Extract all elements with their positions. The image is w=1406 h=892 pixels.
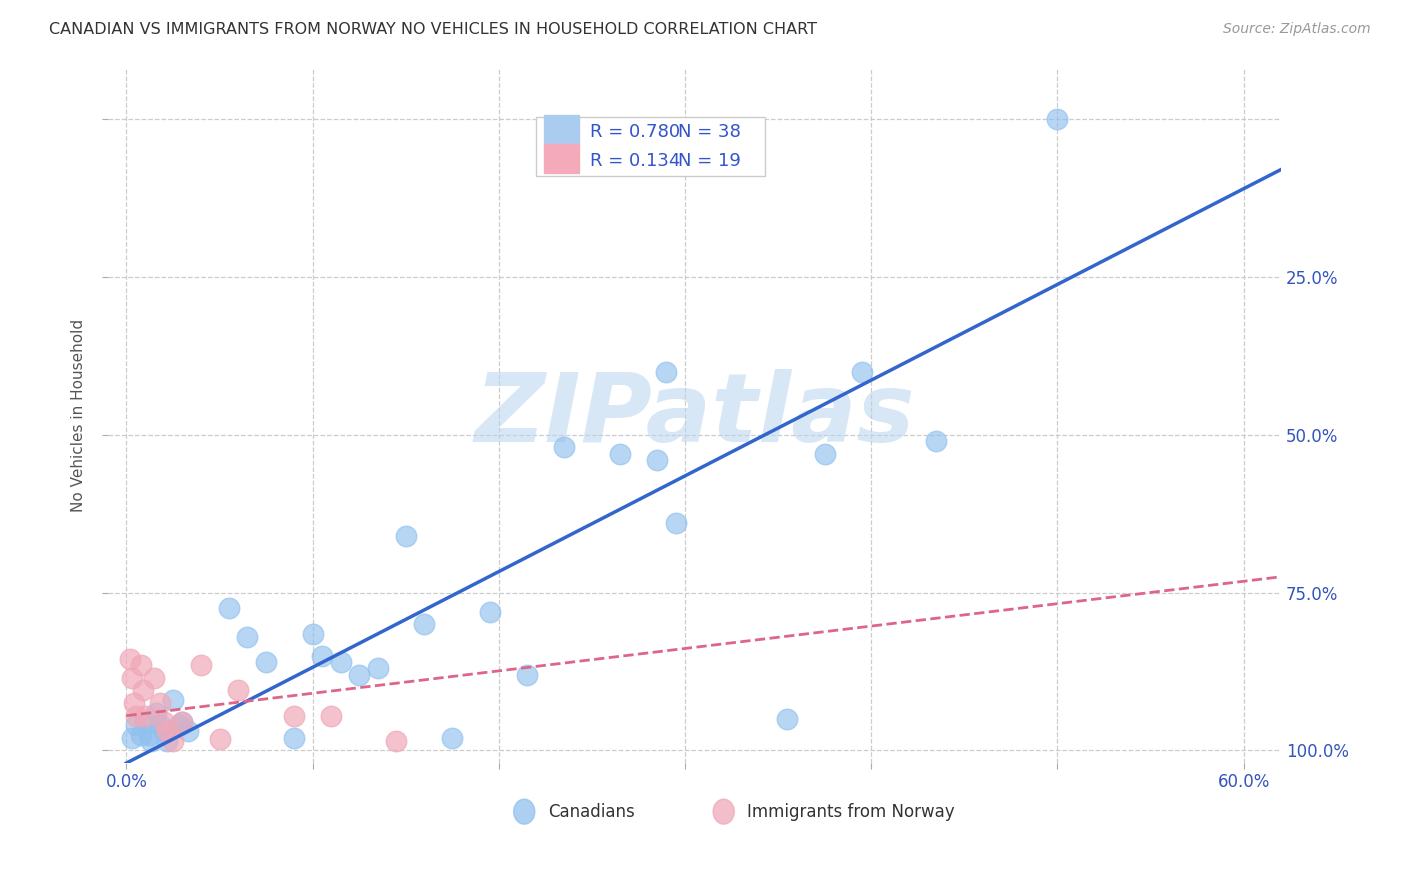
- Point: [134, 714, 156, 729]
- Point: [218, 601, 240, 615]
- Point: [321, 708, 343, 723]
- Point: [814, 447, 837, 461]
- Point: [149, 718, 172, 732]
- Point: [177, 724, 200, 739]
- Point: [441, 731, 464, 745]
- Point: [190, 658, 212, 673]
- Point: [516, 667, 538, 681]
- Point: [167, 718, 190, 732]
- Point: [172, 714, 194, 729]
- Text: R = 0.134: R = 0.134: [591, 153, 681, 170]
- Point: [145, 706, 167, 720]
- Point: [329, 655, 352, 669]
- Point: [347, 667, 370, 681]
- Point: [120, 652, 142, 666]
- FancyBboxPatch shape: [536, 117, 765, 177]
- Text: N = 19: N = 19: [678, 153, 741, 170]
- Point: [162, 693, 184, 707]
- Ellipse shape: [713, 799, 734, 824]
- Point: [129, 658, 152, 673]
- Point: [283, 708, 305, 723]
- Point: [385, 734, 408, 748]
- Point: [208, 732, 231, 747]
- Point: [851, 365, 873, 379]
- Point: [413, 617, 436, 632]
- Point: [125, 718, 148, 732]
- Point: [162, 734, 184, 748]
- Text: Immigrants from Norway: Immigrants from Norway: [747, 803, 955, 821]
- Point: [655, 365, 678, 379]
- Point: [478, 605, 501, 619]
- Point: [172, 714, 194, 729]
- Point: [156, 724, 179, 739]
- Point: [925, 434, 948, 448]
- Point: [609, 447, 631, 461]
- Point: [283, 731, 305, 745]
- Text: Source: ZipAtlas.com: Source: ZipAtlas.com: [1223, 22, 1371, 37]
- Point: [776, 712, 799, 726]
- Point: [226, 683, 249, 698]
- Point: [301, 626, 323, 640]
- Point: [236, 630, 259, 644]
- Point: [121, 731, 143, 745]
- Point: [645, 453, 668, 467]
- Point: [553, 441, 575, 455]
- Point: [129, 728, 152, 742]
- Text: Canadians: Canadians: [548, 803, 634, 821]
- Point: [156, 734, 179, 748]
- Point: [395, 529, 418, 543]
- FancyBboxPatch shape: [544, 115, 579, 145]
- Text: CANADIAN VS IMMIGRANTS FROM NORWAY NO VEHICLES IN HOUSEHOLD CORRELATION CHART: CANADIAN VS IMMIGRANTS FROM NORWAY NO VE…: [49, 22, 817, 37]
- Point: [138, 728, 160, 742]
- Point: [132, 683, 155, 698]
- Point: [1046, 112, 1069, 126]
- Point: [143, 671, 166, 685]
- Point: [134, 708, 156, 723]
- Text: R = 0.780: R = 0.780: [591, 123, 681, 141]
- Ellipse shape: [513, 799, 534, 824]
- Point: [121, 671, 143, 685]
- Y-axis label: No Vehicles in Household: No Vehicles in Household: [72, 319, 86, 512]
- Point: [139, 734, 162, 748]
- Point: [254, 655, 277, 669]
- Point: [125, 708, 148, 723]
- Point: [152, 714, 174, 729]
- Point: [149, 696, 172, 710]
- Text: N = 38: N = 38: [678, 123, 741, 141]
- Point: [122, 696, 145, 710]
- Point: [367, 661, 389, 675]
- Point: [152, 724, 174, 739]
- Point: [311, 648, 333, 663]
- FancyBboxPatch shape: [544, 145, 579, 173]
- Text: ZIPatlas: ZIPatlas: [474, 369, 915, 462]
- Point: [665, 516, 688, 530]
